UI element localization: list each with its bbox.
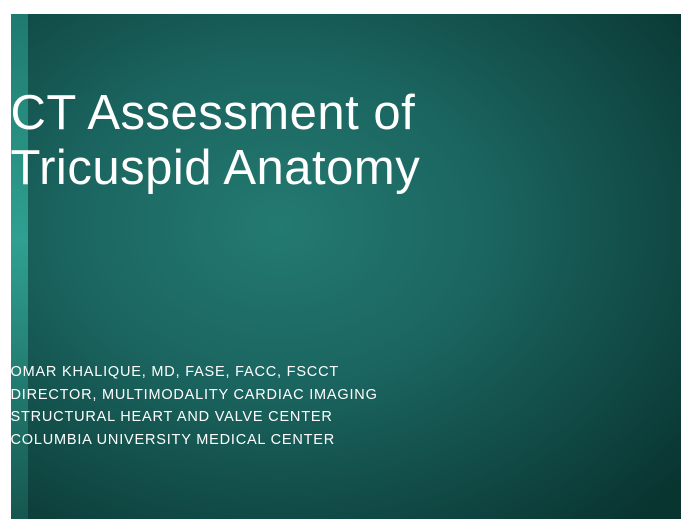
slide-container: CT Assessment of Tricuspid Anatomy OMAR … — [0, 0, 691, 532]
author-institution: COLUMBIA UNIVERSITY MEDICAL CENTER — [11, 429, 378, 451]
title-block: CT Assessment of Tricuspid Anatomy — [11, 14, 681, 196]
author-department: STRUCTURAL HEART AND VALVE CENTER — [11, 406, 378, 428]
title-line-2: Tricuspid Anatomy — [11, 141, 681, 196]
presentation-slide: CT Assessment of Tricuspid Anatomy OMAR … — [11, 14, 681, 519]
title-line-1: CT Assessment of — [11, 86, 681, 141]
author-title: DIRECTOR, MULTIMODALITY CARDIAC IMAGING — [11, 384, 378, 406]
author-block: OMAR KHALIQUE, MD, FASE, FACC, FSCCT DIR… — [11, 361, 378, 451]
author-name-credentials: OMAR KHALIQUE, MD, FASE, FACC, FSCCT — [11, 361, 378, 383]
slide-content: CT Assessment of Tricuspid Anatomy OMAR … — [11, 14, 681, 519]
